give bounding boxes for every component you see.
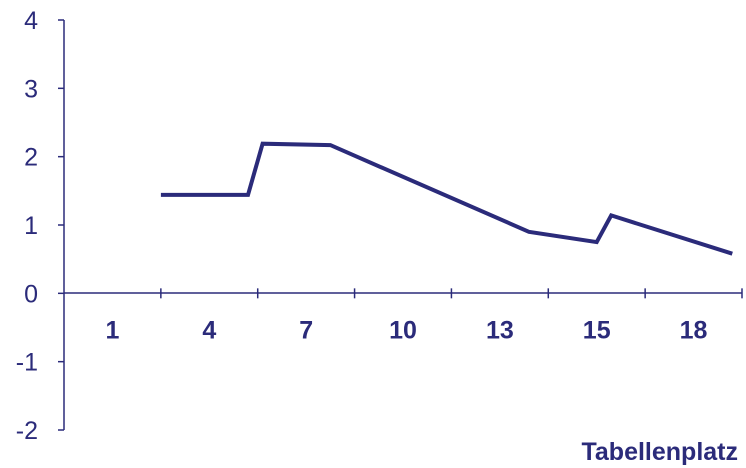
- series-line: [160, 141, 733, 256]
- x-tick-label: 10: [389, 316, 417, 344]
- x-tick-label: 15: [583, 316, 611, 344]
- x-tick-label: 1: [105, 316, 119, 344]
- x-ticks: 1 4 7 10 13 15 18: [105, 288, 743, 344]
- y-tick-label: -2: [16, 417, 38, 445]
- y-tick-label: 4: [24, 7, 38, 35]
- series-marks: [160, 141, 733, 256]
- y-tick-label: 2: [24, 144, 38, 172]
- y-tick-label: 0: [24, 280, 38, 308]
- y-ticks: 4 3 2 1 0 -1 -2: [16, 7, 64, 445]
- x-tick-label: 13: [486, 316, 514, 344]
- y-tick-label: 1: [24, 212, 38, 240]
- x-tick-label: 4: [202, 316, 216, 344]
- x-axis-label: Tabellenplatz: [581, 438, 738, 466]
- x-tick-label: 7: [299, 316, 313, 344]
- y-tick-label: 3: [24, 75, 38, 103]
- y-tick-label: -1: [16, 349, 38, 377]
- x-tick-label: 18: [680, 316, 708, 344]
